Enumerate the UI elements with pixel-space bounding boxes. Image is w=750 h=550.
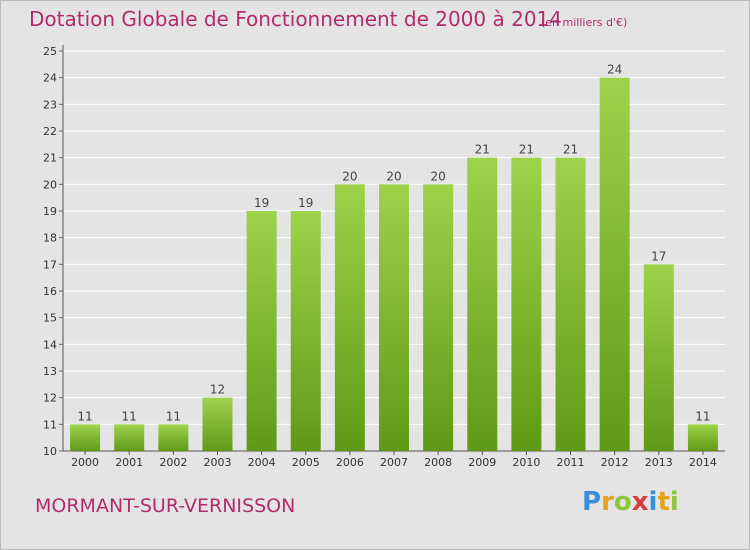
y-tick-label: 16: [43, 285, 57, 298]
y-tick-label: 12: [43, 392, 57, 405]
y-tick-label: 23: [43, 98, 57, 111]
y-tick-label: 17: [43, 258, 57, 271]
y-tick-label: 24: [43, 72, 57, 85]
x-tick-label: 2001: [115, 456, 143, 469]
bar-2005: [290, 211, 321, 451]
y-tick-label: 15: [43, 312, 57, 325]
data-label: 17: [651, 249, 666, 263]
x-tick-label: 2010: [512, 456, 540, 469]
y-tick-label: 25: [43, 45, 57, 58]
bar-2007: [379, 184, 409, 452]
data-label: 11: [122, 409, 137, 423]
data-label: 21: [563, 143, 578, 157]
y-tick-label: 22: [43, 125, 57, 138]
bar-2000: [70, 424, 101, 451]
y-tick-label: 19: [43, 205, 57, 218]
bar-2003: [202, 397, 233, 451]
data-label: 12: [210, 383, 225, 397]
x-tick-label: 2006: [336, 456, 364, 469]
bar-2006: [334, 184, 365, 452]
data-label: 24: [607, 63, 622, 77]
x-tick-label: 2003: [203, 456, 231, 469]
data-label: 20: [430, 169, 445, 183]
x-tick-label: 2014: [689, 456, 717, 469]
data-label: 11: [695, 409, 710, 423]
y-tick-label: 11: [43, 418, 57, 431]
bar-2013: [643, 264, 674, 451]
y-tick-label: 10: [43, 445, 57, 458]
bar-2011: [555, 157, 586, 451]
y-tick-label: 20: [43, 178, 57, 191]
x-tick-label: 2000: [71, 456, 99, 469]
bar-2002: [158, 424, 189, 451]
x-tick-label: 2005: [292, 456, 320, 469]
bar-2001: [114, 424, 145, 451]
x-tick-label: 2009: [468, 456, 496, 469]
y-tick-label: 13: [43, 365, 57, 378]
bars: [70, 77, 718, 452]
x-tick-label: 2007: [380, 456, 408, 469]
data-label: 11: [166, 409, 181, 423]
bar-2010: [511, 157, 542, 451]
data-label: 21: [475, 143, 490, 157]
x-tick-label: 2012: [601, 456, 629, 469]
x-tick-label: 2004: [248, 456, 276, 469]
bar-2009: [467, 157, 498, 451]
data-label: 11: [77, 409, 92, 423]
chart-subtitle: (en milliers d'€): [541, 16, 628, 29]
data-label: 21: [519, 143, 534, 157]
bar-2012: [599, 77, 630, 452]
proxiti-logo[interactable]: Proxiti: [582, 487, 679, 517]
y-tick-label: 18: [43, 232, 57, 245]
bar-2004: [246, 211, 277, 451]
data-label: 19: [298, 196, 313, 210]
data-label: 20: [386, 169, 401, 183]
x-tick-label: 2002: [159, 456, 187, 469]
y-tick-label: 21: [43, 152, 57, 165]
chart-title: Dotation Globale de Fonctionnement de 20…: [29, 7, 562, 31]
bar-2008: [423, 184, 454, 452]
y-tick-label: 14: [43, 338, 57, 351]
x-tick-label: 2013: [645, 456, 673, 469]
x-tick-label: 2011: [557, 456, 585, 469]
x-tick-label: 2008: [424, 456, 452, 469]
data-label: 20: [342, 169, 357, 183]
town-name: MORMANT-SUR-VERNISSON: [35, 495, 296, 517]
data-label: 19: [254, 196, 269, 210]
labels: 10 11 12 13 14 15 16 17 18 19 20 21 22 23 24 25 2000 11 20…: [43, 45, 717, 469]
bar-2014: [687, 424, 718, 451]
